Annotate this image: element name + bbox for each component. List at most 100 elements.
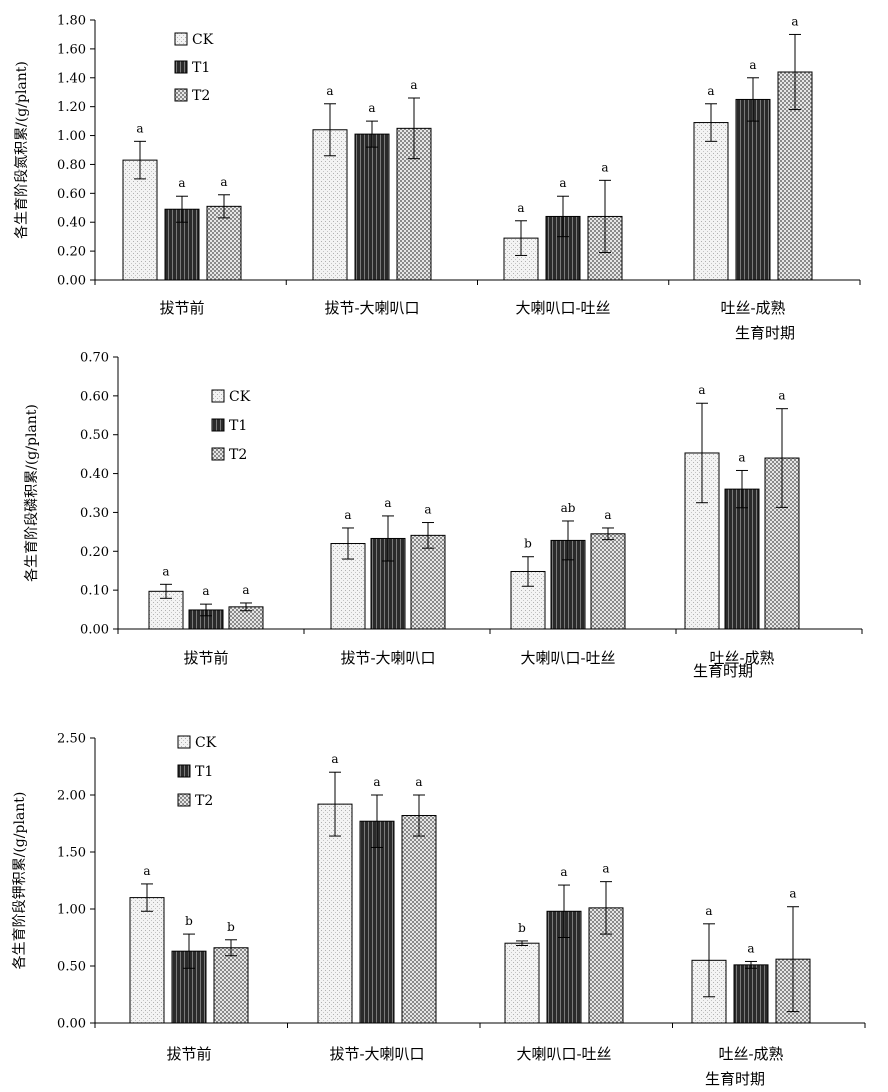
significance-letter: a: [162, 564, 169, 578]
legend-swatch-ck: [174, 32, 188, 46]
significance-letter: a: [344, 508, 351, 522]
significance-letter: ab: [561, 501, 576, 515]
significance-letter: a: [368, 101, 375, 115]
significance-letter: a: [517, 201, 524, 215]
y-tick-label: 0.20: [80, 545, 109, 560]
significance-letter: a: [601, 160, 608, 174]
x-category-label: 吐丝-成熟: [718, 1045, 783, 1063]
y-tick-label: 0.30: [80, 506, 109, 521]
y-tick-label: 0.50: [80, 428, 109, 443]
significance-letter: a: [373, 775, 380, 789]
legend-swatch-t1: [174, 60, 188, 74]
x-axis-title: 生育时期: [735, 324, 795, 342]
legend-swatch-t2: [211, 447, 225, 461]
y-tick-label: 1.50: [57, 846, 86, 861]
legend-swatch-t2: [174, 88, 188, 102]
significance-letter: a: [560, 865, 567, 879]
nitrogen-accumulation-chart: 0.00 0.20 0.40 0.60 0.80 1.00 1.20 1.40 1.60 1.80…: [14, 14, 861, 342]
x-category-label: 吐丝-成熟: [709, 649, 774, 667]
legend-label-t1: T1: [192, 60, 210, 76]
y-tick-label: 0.10: [80, 584, 109, 599]
significance-letter: b: [524, 537, 532, 551]
significance-letter: a: [242, 583, 249, 597]
legend-swatch-t1: [177, 764, 191, 778]
x-category-label: 大喇叭口-吐丝: [520, 649, 615, 667]
significance-letter: a: [202, 584, 209, 598]
legend-swatch-ck: [211, 389, 225, 403]
significance-letter: a: [384, 496, 391, 510]
significance-letter: a: [178, 176, 185, 190]
y-tick-label: 0.00: [80, 623, 109, 638]
legend-swatch-t1: [211, 418, 225, 432]
significance-letter: a: [220, 175, 227, 189]
bar-t1: [735, 98, 771, 281]
legend-label-t1: T1: [195, 764, 213, 780]
y-tick-label: 0.00: [57, 1017, 86, 1032]
potassium-accumulation-chart: 0.00 0.50 1.00 1.50 2.00 2.50 拔节前 拔节-大喇叭口 大喇叭口-吐…: [12, 732, 866, 1088]
legend-label-ck: CK: [229, 389, 251, 405]
y-tick-label: 0.80: [57, 158, 86, 173]
bar-t1: [733, 964, 769, 1024]
x-category-label: 大喇叭口-吐丝: [516, 1045, 611, 1063]
significance-letter: a: [749, 58, 756, 72]
significance-letter: a: [698, 383, 705, 397]
legend-label-t2: T2: [192, 88, 210, 104]
x-category-label: 拔节前: [166, 1045, 211, 1063]
legend-label-ck: CK: [195, 735, 217, 751]
y-tick-label: 0.50: [57, 960, 86, 975]
y-tick-label: 1.20: [57, 100, 86, 115]
bar-t2: [590, 533, 626, 630]
y-tick-label: 0.40: [80, 467, 109, 482]
bar-ck: [504, 942, 540, 1024]
significance-letter: a: [738, 450, 745, 464]
bar-t1: [724, 488, 760, 630]
significance-letter: b: [227, 920, 235, 934]
y-axis-title: 各生育阶段氮积累/(g/plant): [14, 61, 30, 239]
legend-label-t2: T2: [229, 447, 247, 463]
y-axis-title: 各生育阶段磷积累/(g/plant): [24, 404, 40, 582]
x-category-label: 拔节前: [159, 299, 204, 317]
significance-letter: a: [331, 752, 338, 766]
bar-t1: [354, 133, 390, 281]
bar-t1: [359, 820, 395, 1024]
significance-letter: a: [707, 84, 714, 98]
y-tick-label: 2.00: [57, 789, 86, 804]
significance-letter: a: [410, 78, 417, 92]
y-tick-label: 1.80: [57, 14, 86, 29]
x-category-label: 拔节前: [183, 649, 228, 667]
y-tick-label: 1.00: [57, 129, 86, 144]
y-tick-label: 0.00: [57, 274, 86, 289]
bar-t2: [401, 815, 437, 1024]
x-category-label: 大喇叭口-吐丝: [515, 299, 610, 317]
y-tick-label: 1.60: [57, 42, 86, 57]
x-category-label: 吐丝-成熟: [720, 299, 785, 317]
significance-letter: a: [705, 904, 712, 918]
significance-letter: a: [326, 84, 333, 98]
x-category-label: 拔节-大喇叭口: [324, 299, 419, 317]
significance-letter: a: [143, 864, 150, 878]
significance-letter: a: [136, 121, 143, 135]
legend-label-ck: CK: [192, 32, 214, 48]
x-category-label: 拔节-大喇叭口: [340, 649, 435, 667]
y-axis-title: 各生育阶段钾积累/(g/plant): [12, 792, 28, 970]
significance-letter: a: [791, 14, 798, 28]
significance-letter: a: [559, 176, 566, 190]
significance-letter: a: [602, 862, 609, 876]
y-tick-label: 2.50: [57, 732, 86, 747]
y-tick-label: 1.40: [57, 71, 86, 86]
y-tick-label: 0.70: [80, 351, 109, 366]
bar-ck: [122, 159, 158, 281]
y-tick-label: 0.60: [80, 389, 109, 404]
significance-letter: a: [424, 503, 431, 517]
significance-letter: a: [789, 887, 796, 901]
x-axis-title: 生育时期: [693, 662, 753, 680]
significance-letter: a: [778, 389, 785, 403]
y-tick-label: 0.60: [57, 187, 86, 202]
significance-letter: a: [604, 508, 611, 522]
significance-letter: a: [747, 941, 754, 955]
x-category-label: 拔节-大喇叭口: [329, 1045, 424, 1063]
legend-swatch-ck: [177, 735, 191, 749]
bar-t2: [206, 205, 242, 281]
significance-letter: b: [518, 921, 526, 935]
bar-ck: [129, 897, 165, 1024]
